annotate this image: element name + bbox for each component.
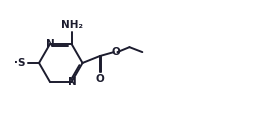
Text: NH₂: NH₂ — [61, 20, 83, 30]
Text: N: N — [46, 39, 55, 49]
Text: ·S: ·S — [14, 58, 26, 68]
Text: O: O — [111, 47, 120, 57]
Text: N: N — [68, 77, 76, 87]
Text: O: O — [96, 74, 105, 84]
